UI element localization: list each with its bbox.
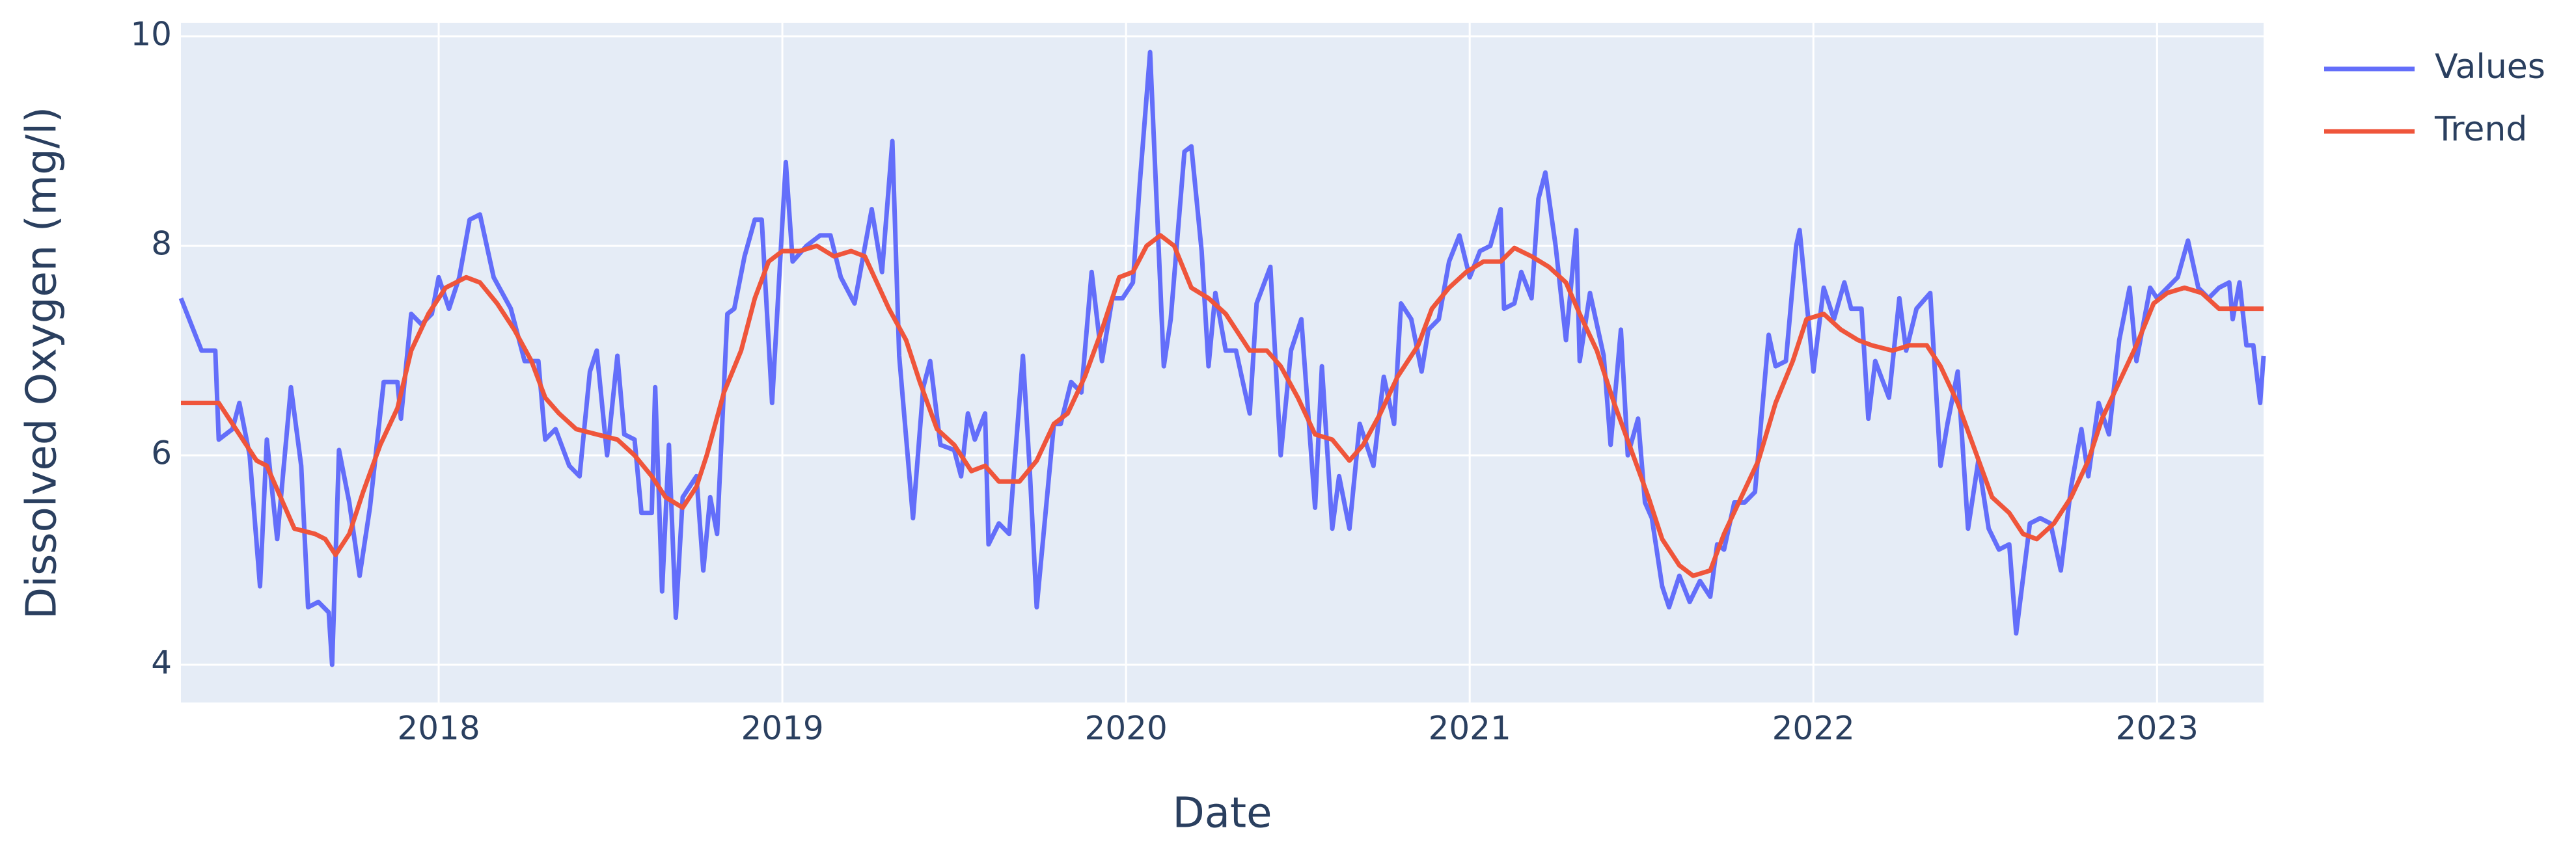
x-axis-title: Date — [1173, 790, 1272, 838]
x-tick-label: 2022 — [1772, 710, 1855, 747]
series-line — [181, 233, 2264, 578]
x-tick-label: 2019 — [741, 710, 823, 747]
y-tick-label: 6 — [151, 435, 172, 472]
x-tick-label: 2023 — [2116, 710, 2199, 747]
y-axis-title: Dissolved Oxygen (mg/l) — [18, 107, 66, 619]
legend-label: Values — [2435, 47, 2545, 87]
grid — [181, 23, 2264, 702]
y-tick-label: 8 — [151, 224, 172, 262]
y-tick-label: 10 — [130, 15, 172, 53]
x-tick-label: 2020 — [1085, 710, 1168, 747]
legend: Values Trend — [2324, 47, 2545, 149]
plot-background — [181, 23, 2264, 702]
x-tick-label: 2018 — [397, 710, 480, 747]
lines — [178, 49, 2266, 667]
x-tick-label: 2021 — [1429, 710, 1511, 747]
legend-label: Trend — [2434, 110, 2527, 149]
y-tick-label: 4 — [151, 644, 172, 682]
series-line — [178, 49, 2266, 667]
